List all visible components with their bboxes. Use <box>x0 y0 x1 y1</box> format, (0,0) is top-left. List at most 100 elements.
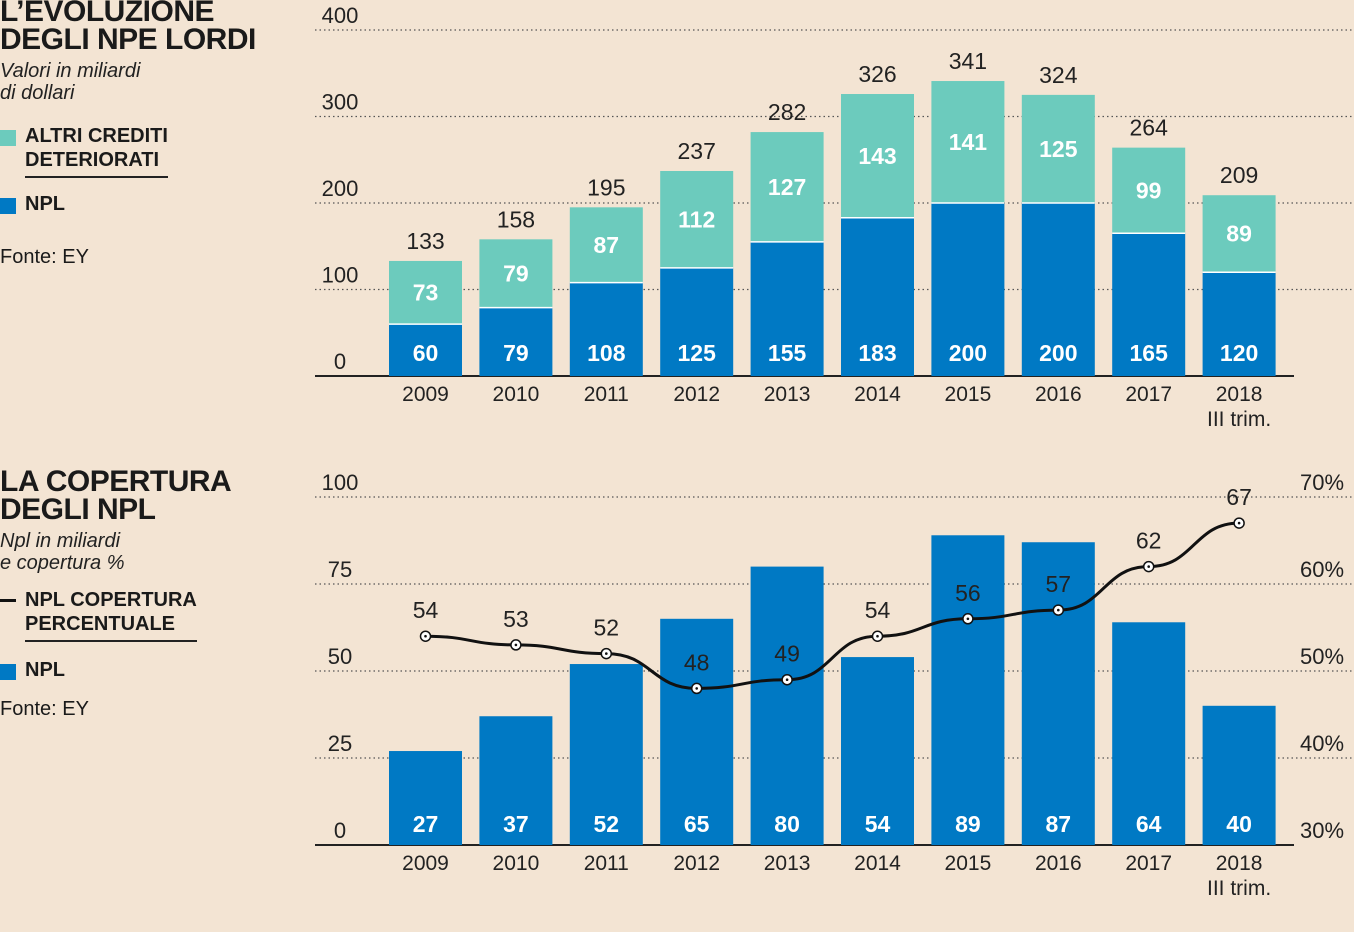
chart2-xtick-label: 2011 <box>584 852 629 875</box>
legend-copertura-line2: PERCENTUALE <box>25 613 176 635</box>
chart1-subtitle: Valori in miliardi di dollari <box>0 60 300 104</box>
chart1-bar-npl <box>660 267 734 376</box>
chart2-coverage-value-label: 53 <box>503 606 529 632</box>
chart2-coverage-point-dot <box>514 643 518 647</box>
chart2-title-line2: DEGLI NPL <box>0 493 156 526</box>
chart1-bar-altri <box>1021 94 1095 203</box>
chart2-bar-npl <box>1202 705 1276 845</box>
chart2-ytick-label: 100 <box>322 470 359 495</box>
chart1-npl-value-label: 108 <box>587 340 626 366</box>
chart2-source: Fonte: EY <box>0 698 89 720</box>
chart1-bar-npl <box>750 241 824 376</box>
chart2-coverage-value-label: 54 <box>413 597 439 623</box>
chart2-bar-npl <box>931 535 1005 845</box>
npl-swatch-2 <box>0 664 16 680</box>
chart2-npl-value-label: 87 <box>1046 811 1072 837</box>
chart1-npl-value-label: 120 <box>1220 340 1258 366</box>
chart2-ytick-label: 50 <box>328 644 352 669</box>
chart2-y2tick-label: 40% <box>1300 731 1344 756</box>
legend-altri-line1: ALTRI CREDITI <box>25 125 168 147</box>
chart2-coverage-value-label: 67 <box>1226 484 1252 510</box>
chart1-bar-altri <box>750 132 824 242</box>
legend-item-npl-2: NPL <box>0 658 300 682</box>
chart2-coverage-value-label: 54 <box>865 597 891 623</box>
chart2-ytick-label: 25 <box>328 731 352 756</box>
chart2-xtick-label: 2015 <box>945 852 992 875</box>
chart2-subtitle-line1: Npl in miliardi <box>0 530 121 552</box>
chart1-npl-value-label: 79 <box>503 340 529 366</box>
chart1-altri-value-label: 99 <box>1136 177 1162 203</box>
chart1-altri-value-label: 79 <box>503 260 529 286</box>
chart2-xtick-label: 2016 <box>1035 852 1082 875</box>
chart1-title-line1: L’EVOLUZIONE <box>0 0 215 28</box>
chart2-xtick-label: 2010 <box>493 852 540 875</box>
chart1-total-label: 158 <box>497 206 535 232</box>
chart2-coverage-point-dot <box>1237 521 1241 525</box>
chart2-bar-npl <box>1021 542 1095 845</box>
chart2-npl-value-label: 27 <box>413 811 439 837</box>
chart2-bar-npl <box>660 618 734 845</box>
chart2-bar-npl <box>1112 622 1186 845</box>
chart1-ytick-label: 0 <box>334 349 346 374</box>
chart2-ytick-label: 0 <box>334 818 346 843</box>
chart2-title: LA COPERTURA DEGLI NPL <box>0 465 300 526</box>
chart2-coverage-point-dot <box>695 687 698 690</box>
chart1-bar-altri <box>479 239 553 308</box>
chart2-title-line1: LA COPERTURA <box>0 465 232 498</box>
chart2-bar-npl <box>569 664 643 845</box>
chart1-bar-altri <box>660 170 734 268</box>
legend-copertura-line1: NPL COPERTURA <box>25 589 197 611</box>
chart1-total-label: 282 <box>768 99 806 125</box>
legend-item-npl: NPL <box>0 192 300 216</box>
chart1-altri-value-label: 112 <box>678 206 715 232</box>
chart2-npl-value-label: 37 <box>503 811 529 837</box>
chart1-xtick-label: 2017 <box>1125 383 1172 406</box>
altri-swatch <box>0 130 16 146</box>
chart2-xtick-label: 2017 <box>1125 852 1172 875</box>
chart2-coverage-point-dot <box>605 652 608 655</box>
legend-altri-line2: DETERIORATI <box>25 149 160 171</box>
chart1-ytick-label: 300 <box>322 90 359 115</box>
chart1-xtick-label: 2011 <box>584 383 629 406</box>
chart1-xtick-label: 2013 <box>764 383 811 406</box>
chart1-xtick-label: 2012 <box>673 383 720 406</box>
chart1-subtitle-line2: di dollari <box>0 82 75 104</box>
chart2-y2tick-label: 70% <box>1300 470 1344 495</box>
chart2-subtitle-line2: e copertura % <box>0 552 125 574</box>
line-swatch <box>0 599 16 602</box>
chart1-xtick-label: 2009 <box>402 383 449 406</box>
chart1-altri-value-label: 125 <box>1039 136 1078 162</box>
chart2-bar-npl <box>479 716 553 845</box>
chart2-bar-npl <box>750 566 824 845</box>
chart1-xtick-label: 2010 <box>493 383 540 406</box>
chart2-npl-value-label: 52 <box>594 811 620 837</box>
chart2-coverage-point-dot <box>785 678 789 681</box>
chart1-npl-value-label: 125 <box>678 340 717 366</box>
chart1-ytick-label: 400 <box>322 3 359 28</box>
chart1-total-label: 324 <box>1039 62 1078 88</box>
chart2-npl-value-label: 65 <box>684 811 710 837</box>
chart1-npl-value-label: 183 <box>858 340 896 366</box>
chart1-bar-npl <box>1112 233 1186 376</box>
chart2-coverage-point-dot <box>424 634 427 638</box>
chart1-bar-npl <box>931 203 1005 376</box>
chart1-bar-npl <box>389 324 462 376</box>
chart1-total-label: 237 <box>678 138 716 164</box>
chart1-altri-value-label: 73 <box>413 280 439 306</box>
chart2-xtick-label: 2012 <box>673 852 720 875</box>
chart1-npl-value-label: 200 <box>949 340 987 366</box>
chart2-ytick-label: 75 <box>328 557 352 582</box>
chart1-altri-value-label: 143 <box>858 143 896 169</box>
chart1-source: Fonte: EY <box>0 246 89 268</box>
chart1-npl-value-label: 165 <box>1130 340 1169 366</box>
chart1-bar-altri <box>389 260 462 325</box>
chart2-coverage-point-dot <box>1147 565 1150 568</box>
chart1-ytick-label: 200 <box>322 176 359 201</box>
chart1-title-line2: DEGLI NPE LORDI <box>0 23 256 56</box>
chart1-total-label: 195 <box>587 174 625 200</box>
npl-swatch <box>0 198 16 214</box>
legend-item-altri: ALTRI CREDITI DETERIORATI <box>0 124 300 178</box>
chart2-xtick-label: 2014 <box>854 852 901 875</box>
chart1-xtick-label: 2016 <box>1035 383 1082 406</box>
